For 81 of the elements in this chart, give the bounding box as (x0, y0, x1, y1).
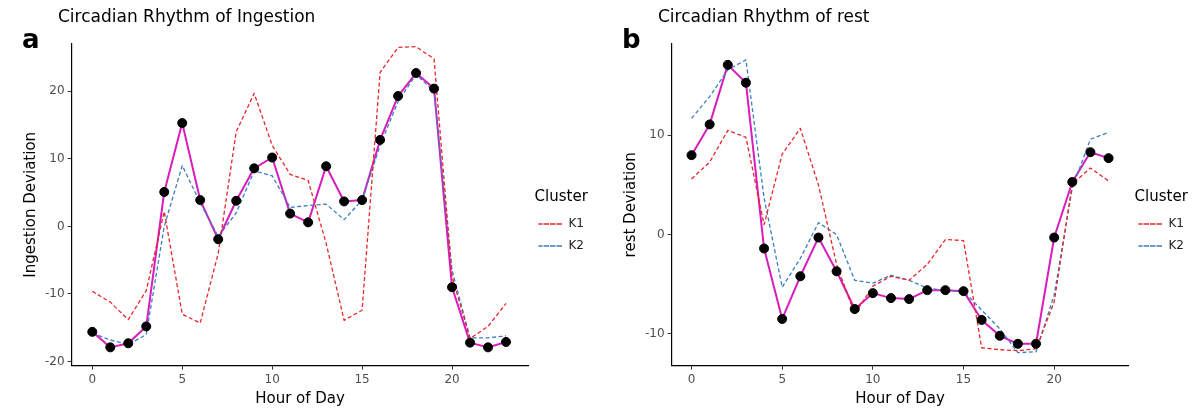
y-axis-title: rest Deviation (620, 152, 639, 258)
x-tick-label: 0 (687, 371, 696, 386)
y-axis-title: Ingestion Deviation (20, 131, 39, 278)
point (795, 271, 806, 282)
point (285, 208, 296, 219)
point (740, 77, 751, 88)
point (885, 293, 896, 304)
point (177, 118, 188, 129)
x-tick-label: 20 (444, 371, 460, 386)
point (1049, 232, 1060, 243)
point (195, 195, 206, 206)
point (501, 336, 512, 347)
y-tick-label: 0 (656, 226, 665, 241)
legend-label: K2 (1168, 238, 1185, 253)
point (357, 195, 368, 206)
point (375, 134, 386, 145)
y-tick-label: 0 (56, 218, 65, 233)
x-tick-label: 15 (955, 371, 972, 386)
x-tick-label: 5 (178, 371, 187, 386)
point (483, 342, 494, 353)
point (1085, 147, 1096, 158)
point (141, 321, 152, 332)
point (759, 243, 770, 254)
x-tick-label: 15 (354, 371, 370, 386)
point (777, 313, 788, 324)
point (447, 282, 458, 293)
point (321, 161, 332, 172)
text: a (22, 24, 40, 54)
x-axis-title: Hour of Day (855, 388, 946, 407)
point (465, 337, 476, 348)
y-tick-label: -10 (44, 286, 65, 301)
point (958, 286, 969, 297)
point (105, 342, 116, 353)
point (231, 195, 242, 206)
point (976, 314, 987, 325)
x-tick-label: 20 (1046, 371, 1062, 386)
point (686, 150, 697, 161)
point (249, 163, 260, 174)
x-tick-label: 5 (778, 371, 787, 386)
y-tick-label: -20 (44, 353, 65, 368)
legend-label: K1 (568, 216, 585, 231)
y-tick-label: -10 (644, 325, 665, 340)
y-tick-label: 10 (649, 127, 665, 142)
point (722, 59, 733, 70)
chart-title: Circadian Rhythm of Ingestion (58, 6, 316, 26)
point (1067, 176, 1078, 187)
chart-title: Circadian Rhythm of rest (658, 6, 870, 26)
point (940, 285, 951, 296)
point (87, 326, 98, 337)
point (123, 338, 134, 349)
legend-title: Cluster (534, 187, 589, 206)
point (339, 196, 350, 207)
point (1031, 338, 1042, 349)
x-tick-label: 10 (264, 371, 280, 386)
legend-label: K1 (1168, 216, 1185, 231)
point (994, 330, 1005, 341)
y-tick-label: 10 (49, 150, 65, 165)
point (393, 91, 404, 102)
point (411, 68, 422, 79)
point (867, 288, 878, 299)
point (159, 186, 170, 197)
point (213, 234, 224, 245)
point (704, 119, 715, 130)
text: b (622, 24, 641, 54)
x-axis-title: Hour of Day (255, 388, 346, 407)
legend-label: K2 (568, 238, 585, 253)
x-tick-label: 0 (88, 371, 97, 386)
point (429, 83, 440, 94)
point (849, 304, 860, 315)
point (831, 266, 842, 277)
line-series (690, 127, 1110, 352)
point (267, 152, 278, 163)
point (1103, 153, 1114, 164)
x-tick-label: 10 (865, 371, 881, 386)
legend-title: Cluster (1134, 187, 1189, 206)
y-tick-label: 20 (49, 83, 65, 98)
point (904, 294, 915, 305)
point (303, 217, 314, 228)
point (1012, 338, 1023, 349)
point (922, 285, 933, 296)
point (813, 232, 824, 243)
